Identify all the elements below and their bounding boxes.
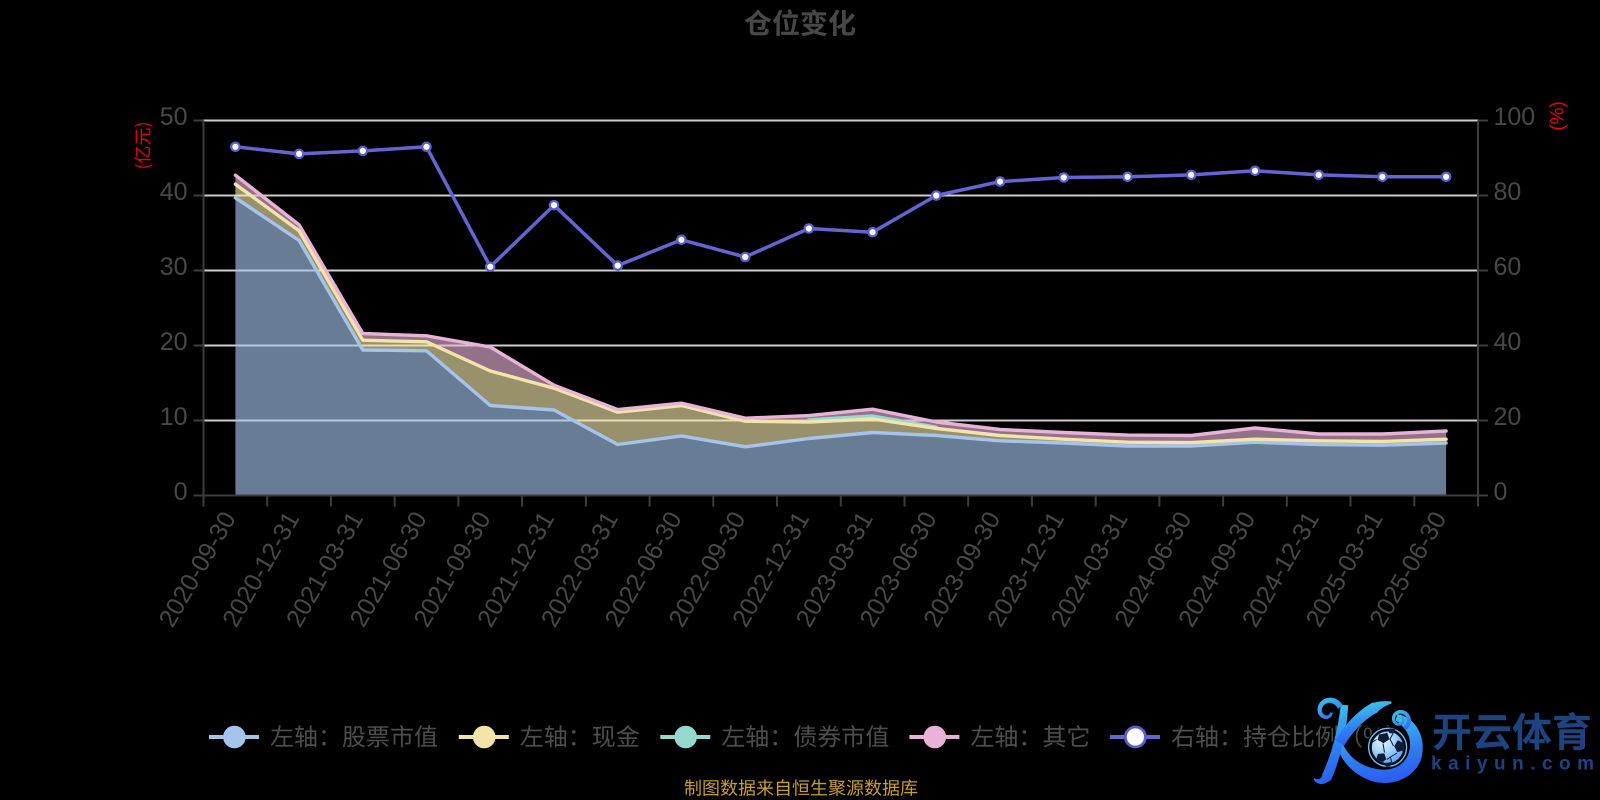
svg-text:20: 20: [160, 328, 188, 356]
svg-text:(%): (%): [1548, 101, 1569, 131]
svg-text:10: 10: [160, 403, 188, 431]
svg-text:60: 60: [1494, 253, 1522, 281]
svg-text:20: 20: [1494, 403, 1522, 431]
svg-text:100: 100: [1494, 103, 1536, 131]
svg-text:30: 30: [160, 253, 188, 281]
svg-text:50: 50: [160, 103, 188, 131]
svg-text:kaiyun.com: kaiyun.com: [1431, 754, 1600, 775]
svg-text:80: 80: [1494, 178, 1522, 206]
svg-text:40: 40: [160, 178, 188, 206]
svg-text:40: 40: [1494, 328, 1522, 356]
svg-text:0: 0: [1494, 478, 1508, 506]
svg-text:0: 0: [174, 478, 188, 506]
